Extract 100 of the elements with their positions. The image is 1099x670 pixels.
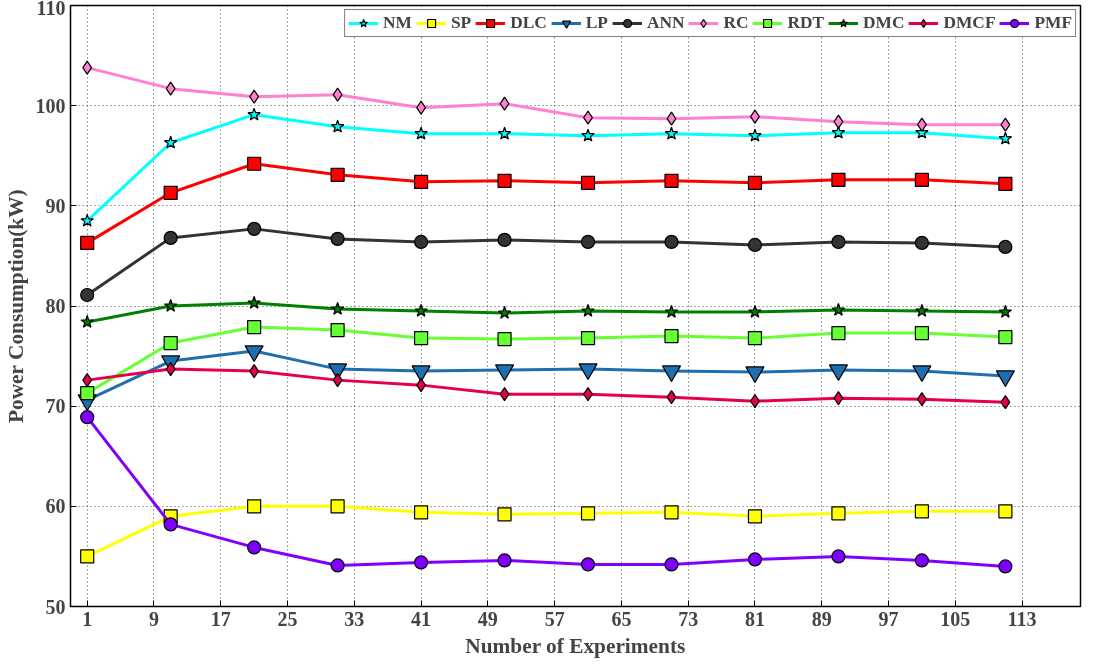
point xyxy=(831,549,846,564)
y-tick-label: 60 xyxy=(45,495,66,518)
point xyxy=(247,107,261,121)
y-tick-label: 50 xyxy=(45,595,66,618)
x-tick-label: 33 xyxy=(344,607,365,630)
x-tick-label: 89 xyxy=(811,607,832,630)
x-tick-label: 1 xyxy=(82,607,93,630)
point xyxy=(914,325,929,341)
point xyxy=(666,111,677,126)
point xyxy=(998,559,1013,574)
x-tick-label: 9 xyxy=(148,607,159,630)
point xyxy=(497,553,512,568)
point xyxy=(80,213,94,227)
point xyxy=(664,126,679,140)
point xyxy=(247,540,262,555)
legend-label: RC xyxy=(723,13,749,33)
point xyxy=(664,304,679,318)
point xyxy=(247,499,262,514)
point xyxy=(580,330,596,346)
point xyxy=(581,303,595,317)
point xyxy=(831,172,846,187)
point xyxy=(163,135,178,149)
point xyxy=(330,499,345,514)
point xyxy=(914,553,929,568)
point xyxy=(664,234,679,249)
point xyxy=(831,125,846,139)
point xyxy=(916,392,927,407)
x-tick-label: 57 xyxy=(544,607,565,630)
point xyxy=(80,410,95,425)
point xyxy=(748,304,762,318)
point xyxy=(247,221,262,236)
point xyxy=(247,156,262,171)
point xyxy=(413,555,429,570)
point xyxy=(163,517,178,532)
point xyxy=(163,298,178,312)
point xyxy=(330,322,345,338)
point xyxy=(914,235,929,250)
x-tick-label: 49 xyxy=(477,607,498,630)
legend-label: DMCF xyxy=(943,13,996,33)
point xyxy=(998,176,1013,191)
point xyxy=(747,175,763,190)
x-tick-label: 97 xyxy=(878,607,899,630)
legend-label: NM xyxy=(383,13,412,33)
point xyxy=(747,509,763,524)
point xyxy=(413,330,429,346)
legend-label: DMC xyxy=(863,13,905,33)
point xyxy=(747,330,763,346)
point xyxy=(998,239,1013,254)
point xyxy=(998,329,1013,345)
point xyxy=(497,173,512,188)
point xyxy=(580,557,596,572)
y-tick-label: 110 xyxy=(36,0,66,19)
point xyxy=(664,557,679,572)
point xyxy=(580,175,596,190)
x-tick-label: 65 xyxy=(611,607,632,630)
point xyxy=(332,373,343,388)
point xyxy=(998,131,1013,145)
point xyxy=(414,303,428,317)
point xyxy=(163,230,178,245)
point xyxy=(80,386,95,401)
point xyxy=(163,335,178,351)
point xyxy=(664,328,679,344)
y-tick-label: 80 xyxy=(45,295,66,317)
x-tick-label: 17 xyxy=(210,607,231,630)
x-axis-title: Number of Experiments xyxy=(465,633,686,658)
point xyxy=(497,126,512,140)
point xyxy=(165,81,176,96)
point xyxy=(998,504,1013,519)
point xyxy=(80,314,94,328)
point xyxy=(831,506,846,521)
y-axis-title: Power Consumption(kW) xyxy=(3,189,28,424)
point xyxy=(916,117,927,132)
point xyxy=(914,504,929,519)
point xyxy=(332,87,343,102)
point xyxy=(747,237,763,252)
legend-label: PMF xyxy=(1034,13,1072,33)
point xyxy=(416,100,427,115)
point xyxy=(580,234,596,249)
point xyxy=(80,235,95,250)
y-tick-label: 70 xyxy=(45,395,66,418)
x-tick-label: 25 xyxy=(277,607,298,630)
point xyxy=(497,507,512,522)
x-tick-label: 105 xyxy=(940,607,971,630)
legend-label: RDT xyxy=(787,13,825,33)
point xyxy=(998,304,1013,318)
point xyxy=(82,60,93,75)
point xyxy=(249,364,260,379)
point xyxy=(831,234,846,249)
y-tick-label: 90 xyxy=(45,194,66,217)
point xyxy=(330,167,345,182)
point xyxy=(833,391,844,406)
point xyxy=(330,119,345,133)
point xyxy=(247,319,262,335)
point xyxy=(80,287,95,303)
legend-label: SP xyxy=(450,13,472,33)
point xyxy=(497,305,512,319)
point xyxy=(247,295,261,309)
point xyxy=(499,96,510,111)
legend-label: ANN xyxy=(646,13,685,33)
point xyxy=(165,362,176,377)
